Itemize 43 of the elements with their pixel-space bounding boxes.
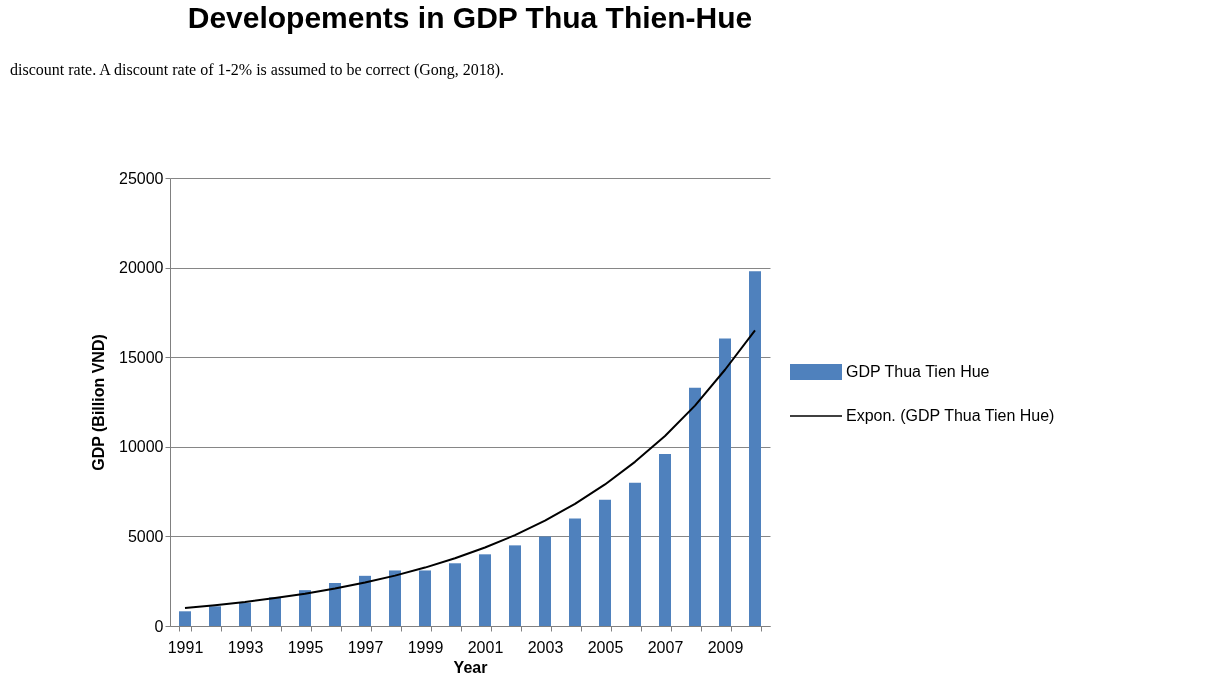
bar — [719, 338, 731, 626]
bar — [179, 611, 191, 626]
x-tick-label: 1997 — [347, 638, 384, 656]
bar — [359, 575, 371, 626]
y-tick-label: 25000 — [119, 169, 164, 187]
y-tick-label: 5000 — [127, 527, 164, 545]
x-tick-label: 2005 — [587, 638, 624, 656]
line-series — [184, 329, 756, 610]
bar — [569, 518, 581, 626]
y-tick-label: 15000 — [119, 348, 164, 366]
bar — [749, 271, 761, 626]
x-axis-title: Year — [453, 658, 488, 676]
bar — [479, 554, 491, 626]
bar — [209, 606, 221, 626]
bar — [299, 590, 311, 626]
x-tick-label: 1999 — [407, 638, 444, 656]
bar — [329, 582, 341, 626]
bar — [539, 536, 551, 626]
x-tick-label: 2001 — [467, 638, 504, 656]
text: discount rate. A discount rate of 1-2% is assumed to be correct (Gong, 2018). — [10, 61, 505, 79]
x-tick-label: 1993 — [227, 638, 264, 656]
bar — [659, 453, 671, 626]
y-tick-label: 0 — [154, 617, 164, 635]
bar — [389, 570, 401, 626]
chart-title: Developements in GDP Thua Thien-Hue — [187, 1, 753, 34]
x-tick-label: 2003 — [527, 638, 564, 656]
bar — [449, 563, 461, 626]
x-tick-label: 1991 — [167, 638, 204, 656]
bar — [629, 482, 641, 626]
bar — [239, 602, 251, 626]
bar — [269, 597, 281, 626]
x-tick-label: 1995 — [287, 638, 324, 656]
bar — [419, 570, 431, 626]
y-axis-title: GDP (Billion VND) — [90, 334, 108, 471]
legend-label: GDP Thua Tien Hue — [846, 363, 990, 380]
legend-label: Expon. (GDP Thua Tien Hue) — [846, 407, 1055, 424]
y-tick-label: 10000 — [119, 438, 164, 456]
bar — [509, 545, 521, 626]
bar — [689, 387, 701, 626]
x-tick-label: 2009 — [707, 638, 744, 656]
bar — [599, 499, 611, 626]
y-tick-label: 20000 — [119, 259, 164, 277]
x-tick-label: 2007 — [647, 638, 684, 656]
